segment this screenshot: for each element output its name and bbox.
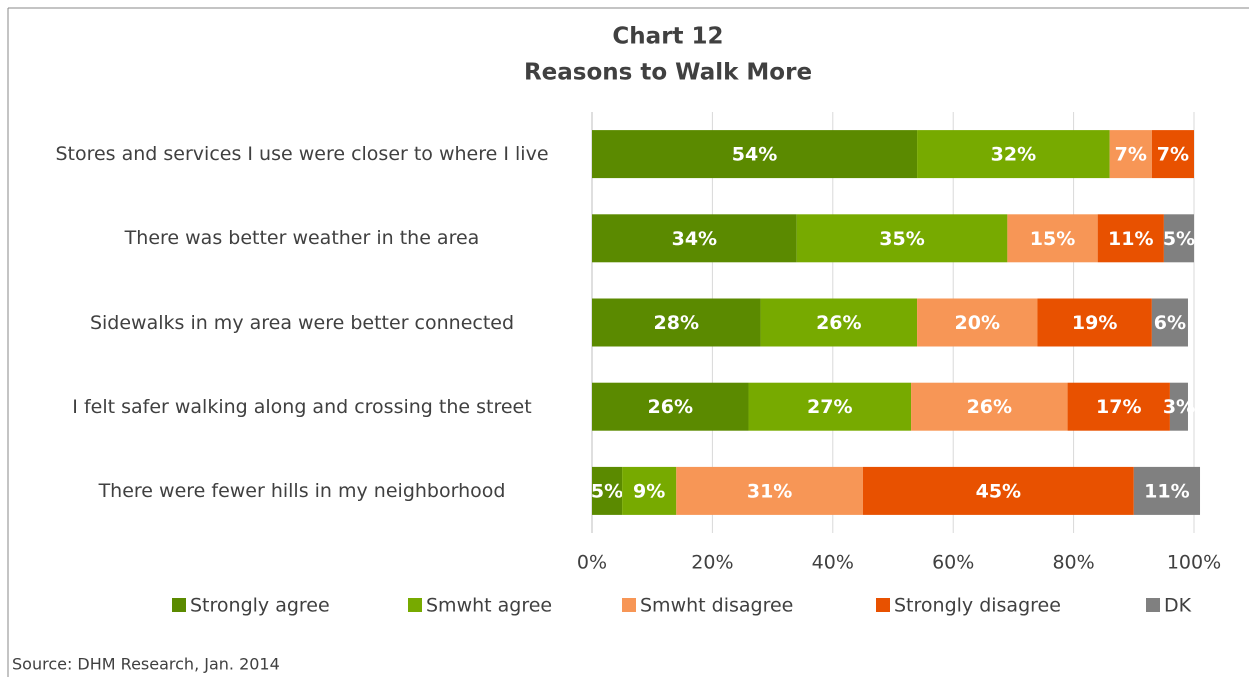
bar-segment — [911, 382, 1068, 431]
category-label: There were fewer hills in my neighborhoo… — [98, 479, 506, 502]
data-label: 35% — [879, 228, 924, 250]
bar-segment — [592, 130, 918, 179]
data-label: 6% — [1154, 312, 1186, 334]
data-label: 7% — [1115, 144, 1147, 166]
bar-segment — [592, 466, 623, 515]
bar-segment — [622, 466, 677, 515]
legend-label: DK — [1164, 595, 1192, 617]
bar-segment — [917, 130, 1110, 179]
legend-swatch — [1146, 598, 1160, 612]
data-label: 17% — [1096, 396, 1141, 418]
data-label: 3% — [1163, 396, 1195, 418]
data-label: 26% — [816, 312, 861, 334]
bar-segment — [1163, 214, 1194, 263]
chart-subtitle: Reasons to Walk More — [524, 60, 812, 86]
x-tick-label: 60% — [932, 552, 974, 574]
chart-title: Chart 12 — [612, 24, 723, 50]
bar-segment — [1037, 298, 1152, 347]
bar-segment — [796, 214, 1008, 263]
x-tick-label: 0% — [577, 552, 607, 574]
data-label: 5% — [591, 480, 623, 502]
legend-swatch — [408, 598, 422, 612]
bar-segment — [1067, 382, 1170, 431]
data-label: 34% — [672, 228, 717, 250]
data-label: 27% — [807, 396, 852, 418]
data-label: 28% — [654, 312, 699, 334]
data-label: 26% — [648, 396, 693, 418]
data-label: 54% — [732, 144, 777, 166]
bar-segment — [760, 298, 918, 347]
bar-segment — [1007, 214, 1098, 263]
bar-segment — [1169, 382, 1188, 431]
category-label: I felt safer walking along and crossing … — [72, 395, 532, 418]
x-tick-label: 100% — [1167, 552, 1221, 574]
legend-label: Smwht disagree — [640, 595, 793, 617]
legend-label: Smwht agree — [426, 595, 552, 617]
legend-label: Strongly agree — [190, 595, 330, 617]
bar-segment — [917, 298, 1038, 347]
bar-segment — [592, 298, 761, 347]
bar-segment — [1097, 214, 1164, 263]
bar-segment — [1151, 298, 1188, 347]
data-label: 45% — [976, 480, 1021, 502]
data-label: 11% — [1144, 480, 1189, 502]
category-label: Stores and services I use were closer to… — [55, 143, 549, 166]
bar-segment — [592, 382, 749, 431]
bar-segment — [1109, 130, 1152, 179]
x-tick-label: 40% — [812, 552, 854, 574]
data-label: 11% — [1108, 228, 1153, 250]
bar-segment — [1133, 466, 1201, 515]
bar-segment — [676, 466, 863, 515]
legend-swatch — [622, 598, 636, 612]
data-label: 26% — [967, 396, 1012, 418]
x-tick-label: 80% — [1052, 552, 1094, 574]
bar-segment — [748, 382, 912, 431]
data-label: 5% — [1163, 228, 1195, 250]
data-label: 32% — [991, 144, 1036, 166]
data-label: 20% — [955, 312, 1000, 334]
data-label: 15% — [1030, 228, 1075, 250]
bar-segment — [1151, 130, 1194, 179]
legend-label: Strongly disagree — [894, 595, 1061, 617]
data-label: 9% — [633, 480, 665, 502]
legend-swatch — [172, 598, 186, 612]
bar-segment — [862, 466, 1134, 515]
bar-segment — [592, 214, 797, 263]
category-label: Sidewalks in my area were better connect… — [89, 311, 515, 334]
data-label: 19% — [1072, 312, 1117, 334]
source: Source: DHM Research, Jan. 2014 — [12, 655, 280, 674]
data-label: 7% — [1157, 144, 1189, 166]
legend-swatch — [876, 598, 890, 612]
x-tick-label: 20% — [691, 552, 733, 574]
data-label: 31% — [747, 480, 792, 502]
category-label: There was better weather in the area — [124, 227, 480, 250]
